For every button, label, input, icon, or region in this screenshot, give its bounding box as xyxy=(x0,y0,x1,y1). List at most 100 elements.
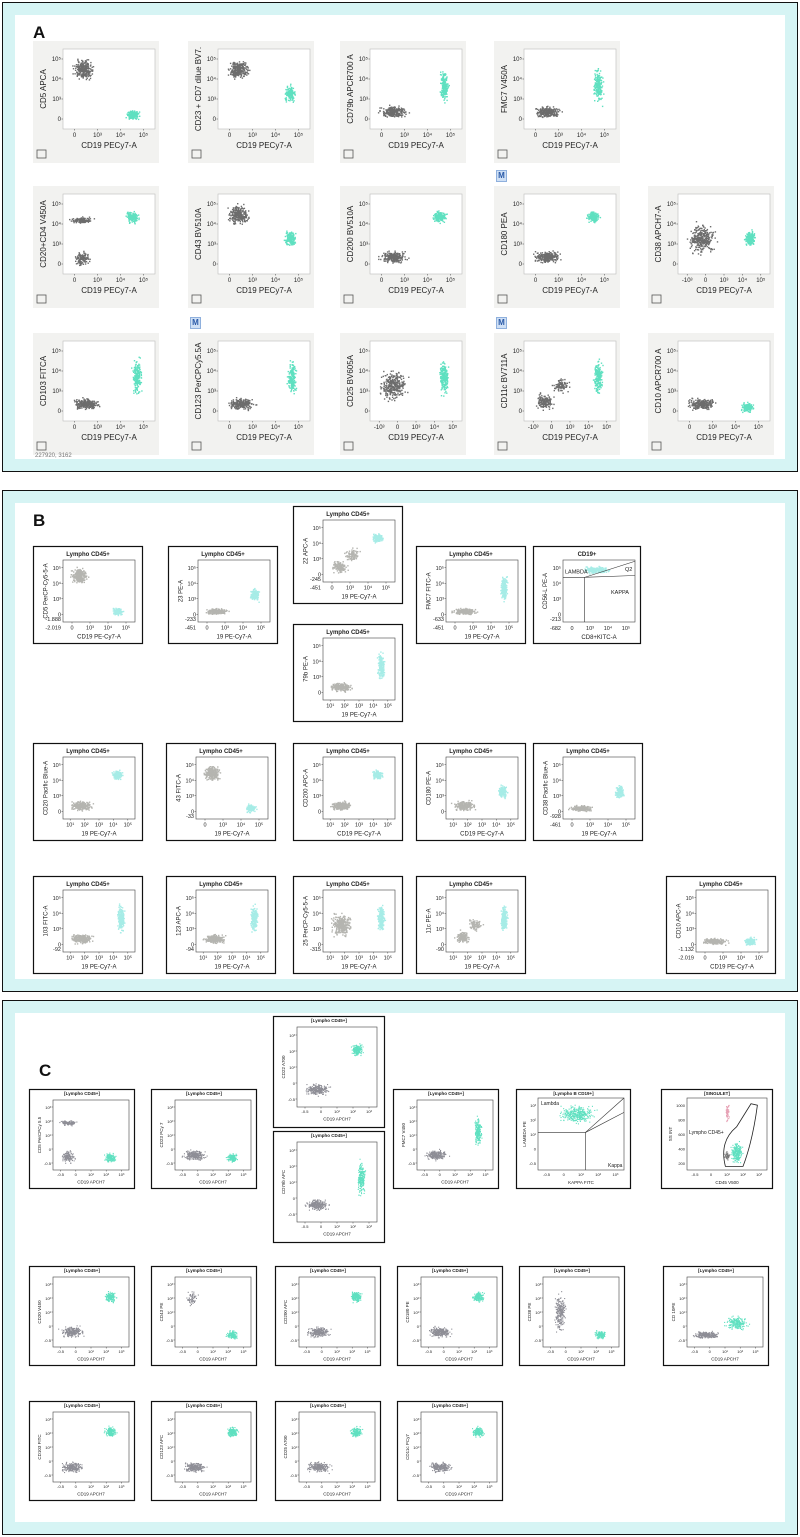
grey-event-dot xyxy=(545,255,547,257)
grey-event-dot xyxy=(75,257,77,259)
grey-event-dot xyxy=(78,252,80,254)
grey-event-dot xyxy=(401,258,403,260)
grey-event-dot xyxy=(235,405,238,408)
cyan-event-dot xyxy=(600,81,603,84)
grey-event-dot xyxy=(85,74,87,76)
grey-event-dot xyxy=(77,58,79,60)
grey-event-dot xyxy=(703,245,705,247)
grey-event-dot xyxy=(92,69,94,71)
grey-event-dot xyxy=(543,108,546,110)
cyan-event-dot xyxy=(595,79,597,81)
grey-event-dot xyxy=(388,385,390,387)
grey-event-dot xyxy=(231,214,233,216)
cyan-event-dot xyxy=(597,68,600,70)
cyan-event-dot xyxy=(134,214,136,216)
grey-event-dot xyxy=(76,408,79,410)
grey-event-dot xyxy=(545,108,547,110)
grey-event-dot xyxy=(403,111,405,113)
cyan-event-dot xyxy=(445,92,447,94)
grey-event-dot xyxy=(232,63,234,65)
grey-event-dot xyxy=(400,109,402,111)
grey-event-dot xyxy=(553,251,555,254)
grey-event-dot xyxy=(383,252,385,254)
cyan-event-dot xyxy=(285,101,288,103)
cyan-event-dot xyxy=(291,93,294,95)
grey-event-dot xyxy=(238,210,240,212)
grey-event-dot xyxy=(398,114,401,116)
grey-event-dot xyxy=(401,108,403,110)
grey-event-dot xyxy=(547,257,550,259)
cyan-event-dot xyxy=(289,381,292,383)
scatter-plot: 10⁵ 10⁴ 10³ 0 -10³ 0 10³ 10⁴ 10⁵ CD19 PECy7-A CD38… xyxy=(648,186,774,308)
grey-event-dot xyxy=(389,253,391,255)
grey-event-dot xyxy=(401,394,404,396)
grey-event-dot xyxy=(392,381,394,383)
y-tick-label: 10⁴ xyxy=(667,221,677,228)
grey-event-dot xyxy=(543,260,546,263)
cyan-event-dot xyxy=(291,242,293,244)
cyan-event-dot xyxy=(597,216,600,218)
cyan-event-dot xyxy=(600,91,603,93)
grey-event-dot xyxy=(391,256,393,258)
grey-event-dot xyxy=(398,261,400,264)
cyan-event-dot xyxy=(291,371,293,373)
x-tick-label: 10⁴ xyxy=(116,424,126,431)
cyan-event-dot xyxy=(134,372,136,375)
grey-event-dot xyxy=(395,110,397,113)
cyan-event-dot xyxy=(286,243,288,246)
grey-event-dot xyxy=(541,256,544,258)
cyan-event-dot xyxy=(597,89,599,92)
cyan-event-dot xyxy=(290,91,292,93)
cyan-event-dot xyxy=(133,210,135,213)
cyan-event-dot xyxy=(594,221,596,224)
cyan-event-dot xyxy=(127,112,130,114)
cyan-event-dot xyxy=(439,214,442,217)
cyan-event-dot xyxy=(136,378,138,380)
y-tick-label: 0 xyxy=(519,262,523,268)
cyan-event-dot xyxy=(138,381,140,383)
cyan-event-dot xyxy=(289,370,292,372)
grey-event-dot xyxy=(552,260,555,263)
grey-event-dot xyxy=(389,110,391,112)
cyan-event-dot xyxy=(294,238,296,240)
grey-event-dot xyxy=(245,62,247,64)
cyan-event-dot xyxy=(292,367,295,369)
cyan-event-dot xyxy=(750,236,752,239)
grey-event-dot xyxy=(383,113,385,116)
cyan-event-dot xyxy=(136,112,138,115)
grey-event-dot xyxy=(243,399,245,401)
grey-event-dot xyxy=(706,240,709,242)
grey-event-dot xyxy=(71,218,74,220)
cyan-event-dot xyxy=(292,87,295,90)
cyan-event-dot xyxy=(599,216,602,219)
grey-event-dot xyxy=(244,73,246,76)
grey-event-dot xyxy=(235,73,237,75)
grey-event-dot xyxy=(91,73,94,75)
grey-event-dot xyxy=(400,262,402,264)
grey-event-dot xyxy=(550,257,552,259)
cyan-event-dot xyxy=(442,90,445,92)
cyan-event-dot xyxy=(132,378,135,380)
grey-event-dot xyxy=(249,406,251,408)
grey-event-dot xyxy=(555,256,557,259)
cyan-event-dot xyxy=(138,111,141,113)
cyan-event-dot xyxy=(599,77,601,80)
cyan-event-dot xyxy=(601,105,604,108)
grey-event-dot xyxy=(403,109,406,111)
cyan-event-dot xyxy=(439,91,441,93)
grey-event-dot xyxy=(84,255,86,257)
grey-event-dot xyxy=(548,115,550,117)
grey-event-dot xyxy=(78,403,80,405)
grey-event-dot xyxy=(232,399,235,401)
grey-event-dot xyxy=(394,254,396,256)
cyan-event-dot xyxy=(446,76,448,78)
grey-event-dot xyxy=(81,404,83,406)
cyan-event-dot xyxy=(134,223,136,225)
grey-event-dot xyxy=(242,208,244,210)
cyan-event-dot xyxy=(127,212,129,215)
grey-event-dot xyxy=(77,256,79,259)
grey-event-dot xyxy=(83,399,86,401)
